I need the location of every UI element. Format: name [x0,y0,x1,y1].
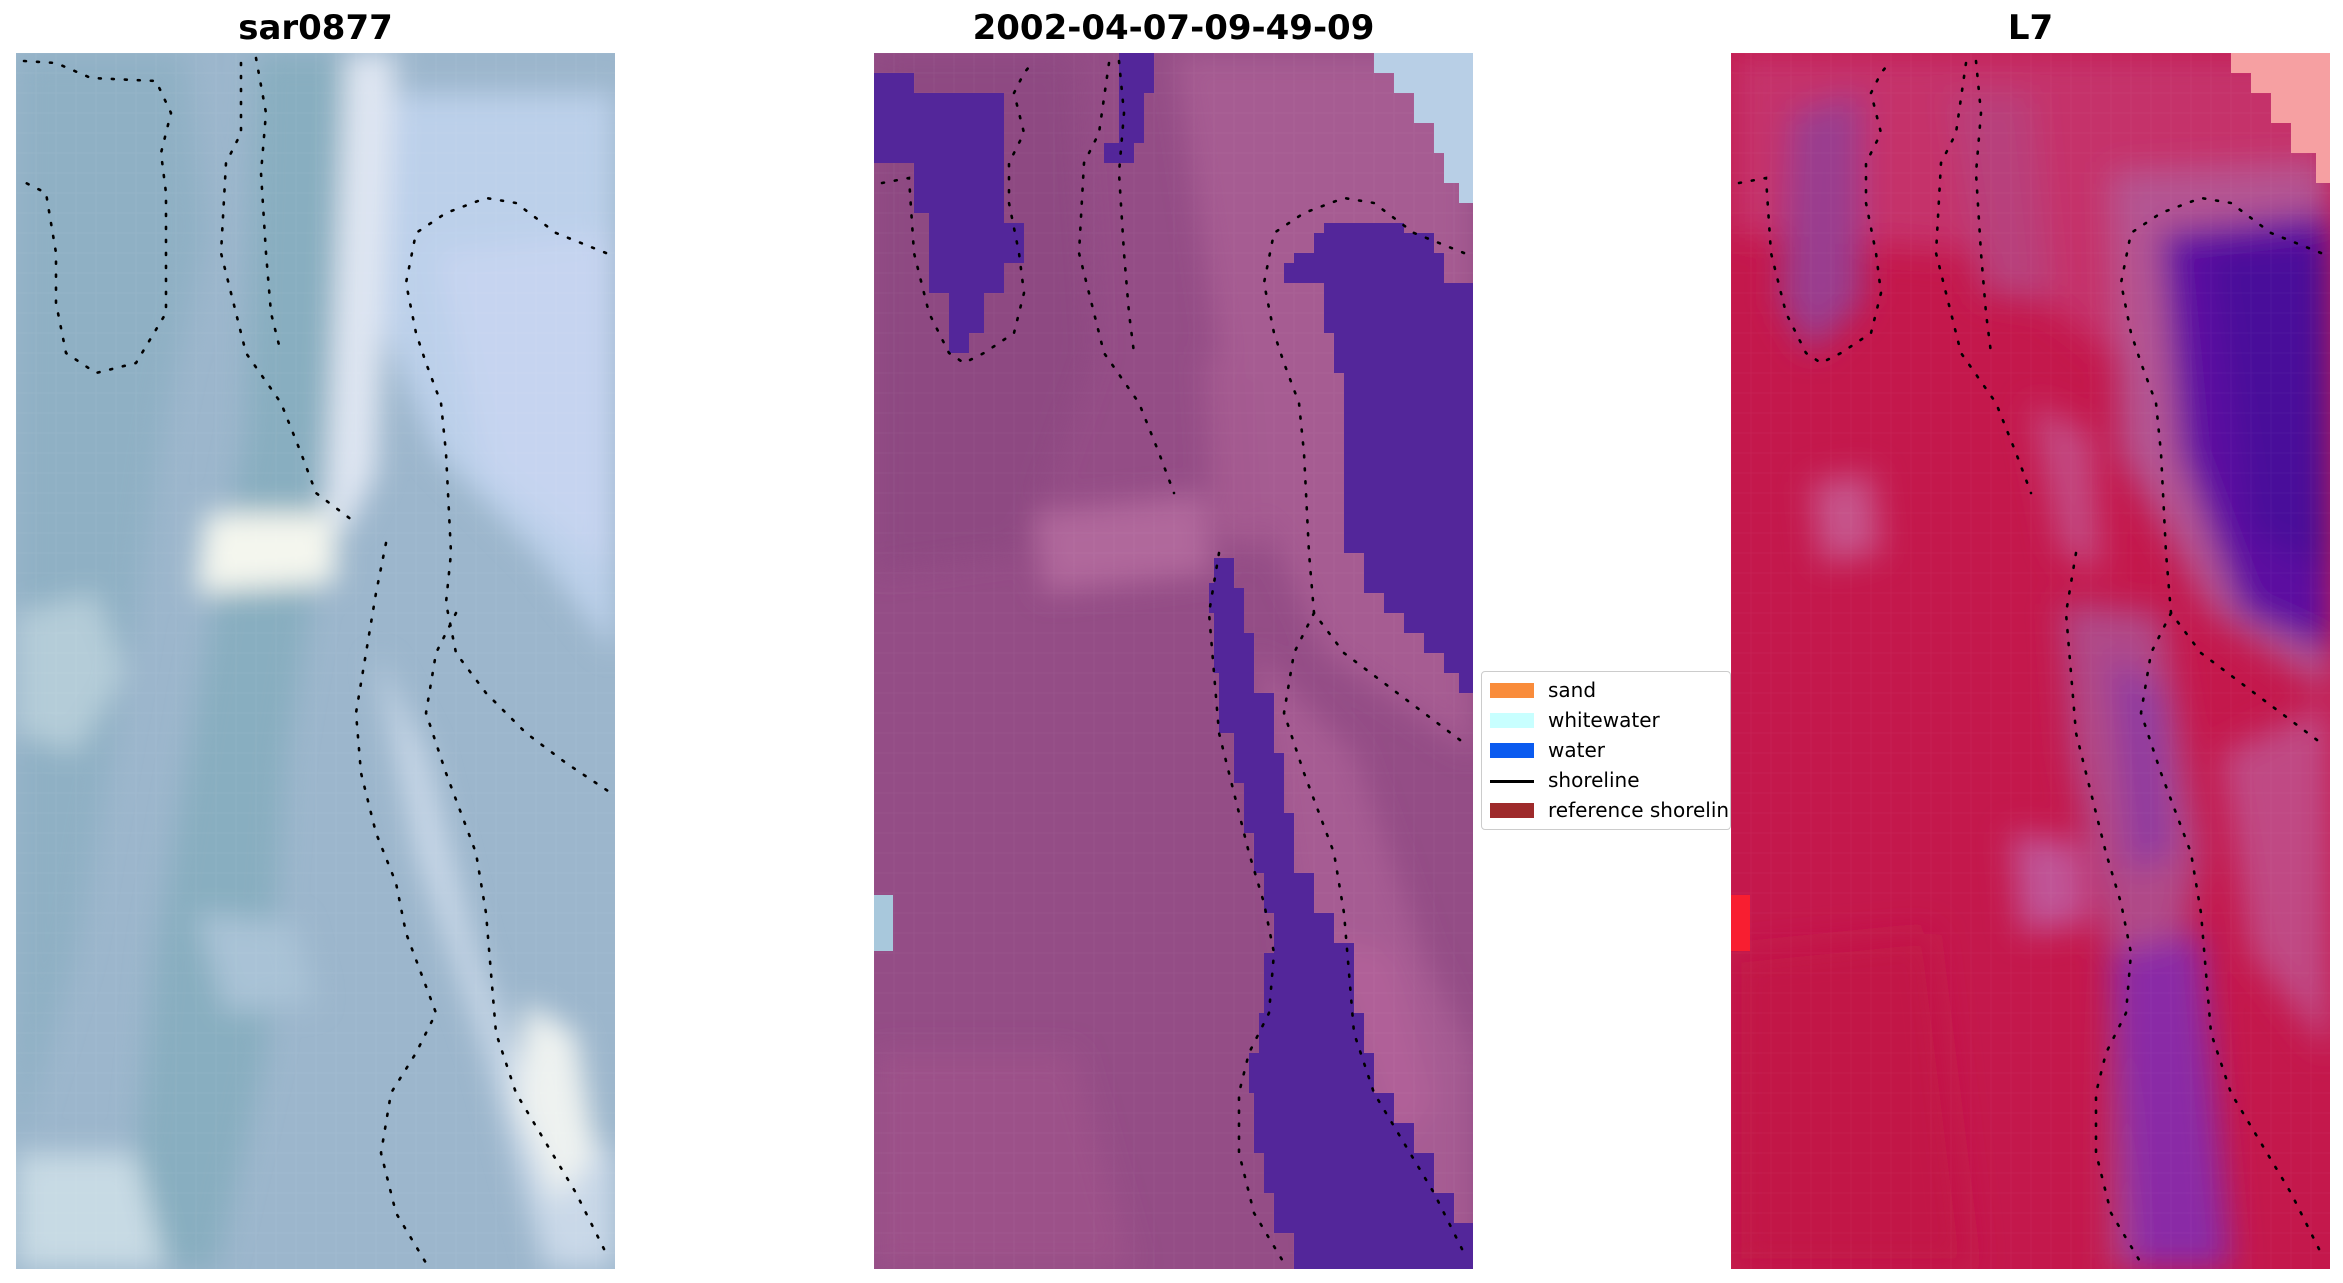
legend-item-shoreline: shoreline [1482,765,1730,795]
rgb-satellite-image [16,53,615,1269]
bright-pixel-left [1731,895,1750,951]
legend-label-water: water [1548,738,1605,762]
panel-title-classified: 2002-04-07-09-49-09 [972,8,1375,48]
whitewater-pixel-left [874,895,893,951]
rgb-image-panel [16,53,615,1269]
classified-image-panel [874,53,1473,1269]
legend: sand whitewater water shoreline referenc… [1481,671,1731,830]
index-image-panel [1731,53,2330,1269]
reference-shoreline-swatch-icon [1490,803,1534,818]
legend-label-sand: sand [1548,678,1597,702]
sand-swatch-icon [1490,683,1534,698]
panel-title-index: L7 [2007,8,2054,48]
legend-label-whitewater: whitewater [1548,708,1660,732]
panel-title-rgb: sar0877 [238,8,393,48]
index-satellite-image [1731,53,2330,1269]
legend-label-reference-shoreline: reference shoreline [1548,798,1731,822]
legend-item-reference-shoreline: reference shoreline [1482,795,1731,825]
whitewater-swatch-icon [1490,713,1534,728]
legend-item-sand: sand [1482,675,1730,705]
water-swatch-icon [1490,743,1534,758]
legend-item-water: water [1482,735,1730,765]
legend-label-shoreline: shoreline [1548,768,1640,792]
shoreline-line-icon [1490,780,1534,783]
water-class-regions [874,53,1473,1269]
legend-item-whitewater: whitewater [1482,705,1730,735]
classified-satellite-image [874,53,1473,1269]
